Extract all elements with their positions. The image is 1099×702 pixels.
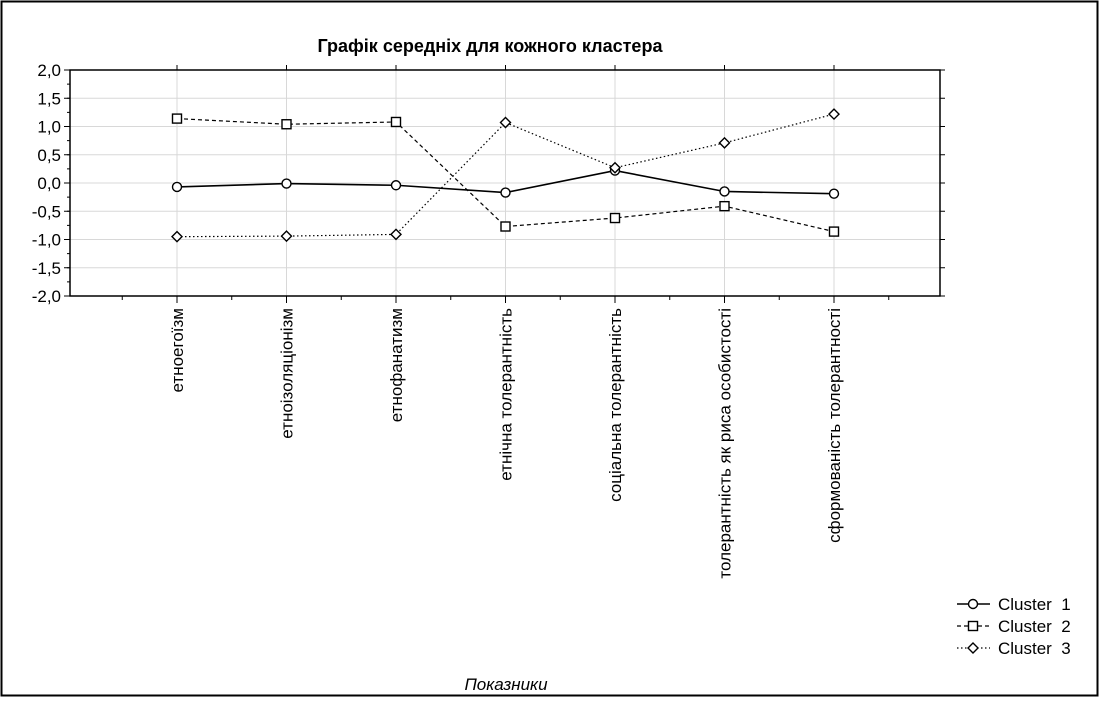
- data-point-circle: [967, 598, 979, 610]
- legend-label: Cluster 1: [998, 595, 1071, 614]
- series-2: [171, 113, 840, 237]
- y-tick-label: -2,0: [32, 287, 61, 306]
- data-point-square: [390, 116, 402, 128]
- legend: Cluster 1 Cluster 2 Cluster 3: [957, 595, 1071, 658]
- y-tick-label: 1,0: [37, 118, 61, 137]
- x-tick-label: толерантність як риса особистості: [716, 308, 735, 579]
- data-point-square: [500, 221, 511, 232]
- data-point-circle: [390, 180, 402, 191]
- y-tick-label: 0,5: [37, 146, 61, 165]
- y-tick-label: -1,5: [32, 259, 61, 278]
- x-tick-label: етнофанатизм: [387, 308, 406, 422]
- axis-layer: 2,0 1,5 1,0 0,5 0,0 -0,5 -1,0 -1,5 -2,0 етноегоїз…: [32, 61, 945, 579]
- y-tick-label: -0,5: [32, 202, 61, 221]
- x-tick-label: етнічна толерантність: [497, 308, 516, 481]
- data-point-circle: [828, 188, 840, 199]
- data-point-circle: [719, 186, 730, 197]
- y-tick-label: 1,5: [37, 89, 61, 108]
- x-tick-label: етноізоляціонізм: [278, 308, 297, 439]
- series-layer: [171, 108, 840, 243]
- data-point-square: [171, 113, 183, 124]
- grid-layer: [70, 69, 940, 297]
- data-point-diamond: [171, 230, 183, 243]
- data-point-square: [828, 226, 840, 237]
- x-tick-label: етноегоїзм: [168, 308, 187, 392]
- legend-label: Cluster 3: [998, 639, 1071, 658]
- y-tick-label: 2,0: [37, 61, 61, 80]
- data-point-circle: [281, 178, 292, 189]
- legend-label: Cluster 2: [998, 617, 1071, 636]
- chart-title: Графік середніх для кожного кластера: [318, 36, 664, 56]
- x-axis-label: Показники: [464, 675, 548, 694]
- data-point-diamond: [280, 230, 293, 243]
- data-point-square: [719, 200, 730, 212]
- series-3: [171, 108, 840, 243]
- data-point-circle: [500, 187, 511, 198]
- data-point-square: [967, 620, 979, 632]
- data-point-circle: [171, 181, 183, 193]
- x-tick-label: соціальна толерантність: [606, 308, 625, 502]
- data-point-square: [281, 119, 292, 130]
- y-tick-label: 0,0: [37, 174, 61, 193]
- data-point-diamond: [390, 228, 402, 241]
- data-point-diamond: [967, 642, 979, 654]
- data-point-diamond: [499, 116, 512, 129]
- data-point-diamond: [828, 108, 840, 121]
- x-tick-label: сформованість толерантності: [825, 308, 844, 543]
- data-point-diamond: [718, 136, 731, 149]
- data-point-square: [609, 212, 621, 224]
- y-tick-label: -1,0: [32, 231, 61, 250]
- data-point-diamond: [609, 161, 621, 174]
